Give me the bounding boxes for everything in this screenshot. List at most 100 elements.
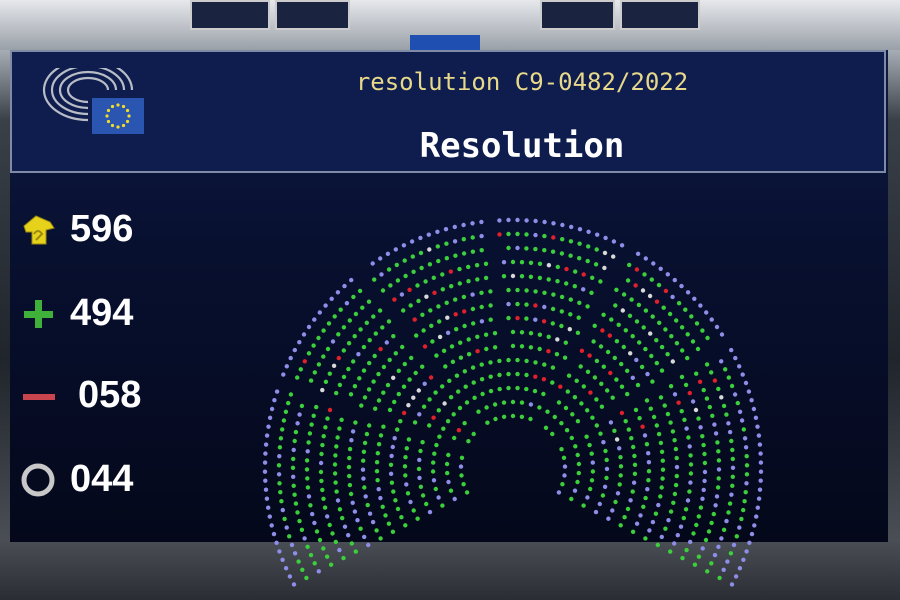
seat-dot — [575, 419, 581, 424]
seat-dot — [625, 506, 631, 512]
seat-dot — [346, 464, 352, 470]
seat-dot — [371, 314, 376, 319]
seat-dot — [585, 495, 590, 500]
seat-dot — [729, 383, 735, 389]
seat-dot — [349, 541, 354, 546]
seat-dot — [585, 258, 590, 264]
seat-dot — [533, 317, 538, 322]
seat-dot — [493, 416, 498, 422]
seat-dot — [388, 471, 394, 476]
seat-dot — [756, 496, 762, 501]
seat-dot — [645, 487, 650, 492]
seat-dot — [602, 265, 607, 271]
seat-dot — [403, 523, 408, 528]
seat-dot — [437, 334, 443, 340]
seat-dot — [634, 357, 639, 363]
seat-dot — [422, 344, 428, 349]
seat-dot — [302, 359, 307, 364]
seat-dot — [587, 353, 592, 358]
seat-dot — [721, 567, 726, 572]
seat-dot — [476, 409, 481, 414]
seat-dot — [497, 358, 502, 364]
seat-dot — [292, 347, 297, 353]
seat-dot — [338, 307, 343, 312]
seat-dot — [612, 355, 617, 361]
seat-dot — [470, 292, 475, 297]
seat-dot — [375, 451, 380, 456]
seat-dot — [337, 382, 343, 388]
seat-dot — [453, 312, 458, 317]
seat-dot — [719, 536, 724, 541]
seat-dot — [568, 239, 574, 244]
seat-dot — [441, 348, 447, 353]
seat-dot — [364, 431, 370, 437]
seat-dot — [471, 321, 476, 326]
seat-dot — [625, 391, 630, 397]
seat-dot — [658, 494, 663, 499]
seat-dot — [435, 244, 440, 249]
seat-dot — [334, 390, 339, 396]
seat-dot — [360, 305, 365, 310]
seat-dot — [744, 481, 749, 486]
seat-dot — [663, 526, 668, 531]
seat-dot — [305, 449, 310, 454]
seat-dot — [277, 445, 283, 450]
seat-dot — [404, 482, 409, 487]
seat-dot — [605, 388, 610, 393]
seat-dot — [264, 496, 270, 501]
seat-dot — [590, 460, 595, 465]
seat-dot — [364, 320, 369, 325]
seat-dot — [483, 261, 489, 266]
seat-dot — [586, 229, 591, 234]
seat-dot — [395, 427, 400, 432]
vote-title: Resolution — [419, 126, 625, 166]
seat-dot — [533, 218, 538, 224]
seat-dot — [687, 444, 692, 449]
seat-dot — [384, 340, 389, 345]
seat-dot — [262, 469, 268, 474]
seat-dot — [589, 478, 595, 483]
background-screen — [190, 0, 270, 30]
seat-dot — [331, 363, 337, 368]
seat-dot — [319, 478, 324, 484]
seat-dot — [559, 251, 565, 256]
seat-dot — [312, 370, 317, 375]
seat-dot — [546, 263, 552, 268]
seat-dot — [361, 368, 367, 373]
seat-dot — [550, 249, 556, 254]
seat-dot — [451, 412, 456, 417]
seat-dot — [690, 339, 696, 344]
seat-dot — [461, 482, 466, 487]
seat-dot — [615, 491, 621, 496]
seat-dot — [656, 282, 662, 288]
seat-dot — [422, 381, 427, 386]
seat-dot — [484, 405, 489, 410]
seat-dot — [510, 329, 516, 335]
seat-dot — [385, 382, 391, 388]
seat-dot — [550, 365, 556, 370]
seat-dot — [367, 338, 372, 343]
seat-dot — [575, 452, 580, 458]
seat-dot — [737, 566, 743, 571]
seat-dot — [300, 567, 305, 572]
seat-dot — [646, 478, 651, 483]
seat-dot — [324, 554, 330, 559]
seat-dot — [320, 442, 325, 448]
seat-dot — [380, 504, 385, 509]
seat-dot — [436, 258, 441, 264]
seat-dot — [437, 434, 442, 439]
seat-dot — [589, 290, 594, 295]
seat-dot — [705, 569, 710, 574]
seat-dot — [326, 321, 332, 326]
background-screen — [540, 0, 615, 30]
seat-dot — [440, 503, 445, 508]
seat-dot — [506, 217, 511, 223]
seat-dot — [506, 385, 511, 391]
seat-dot — [730, 474, 735, 479]
seat-dot — [447, 378, 452, 383]
seat-dot — [389, 480, 395, 485]
seat-dot — [613, 303, 618, 308]
seat-dot — [716, 467, 722, 472]
seat-dot — [463, 384, 468, 389]
seat-dot — [612, 428, 617, 433]
